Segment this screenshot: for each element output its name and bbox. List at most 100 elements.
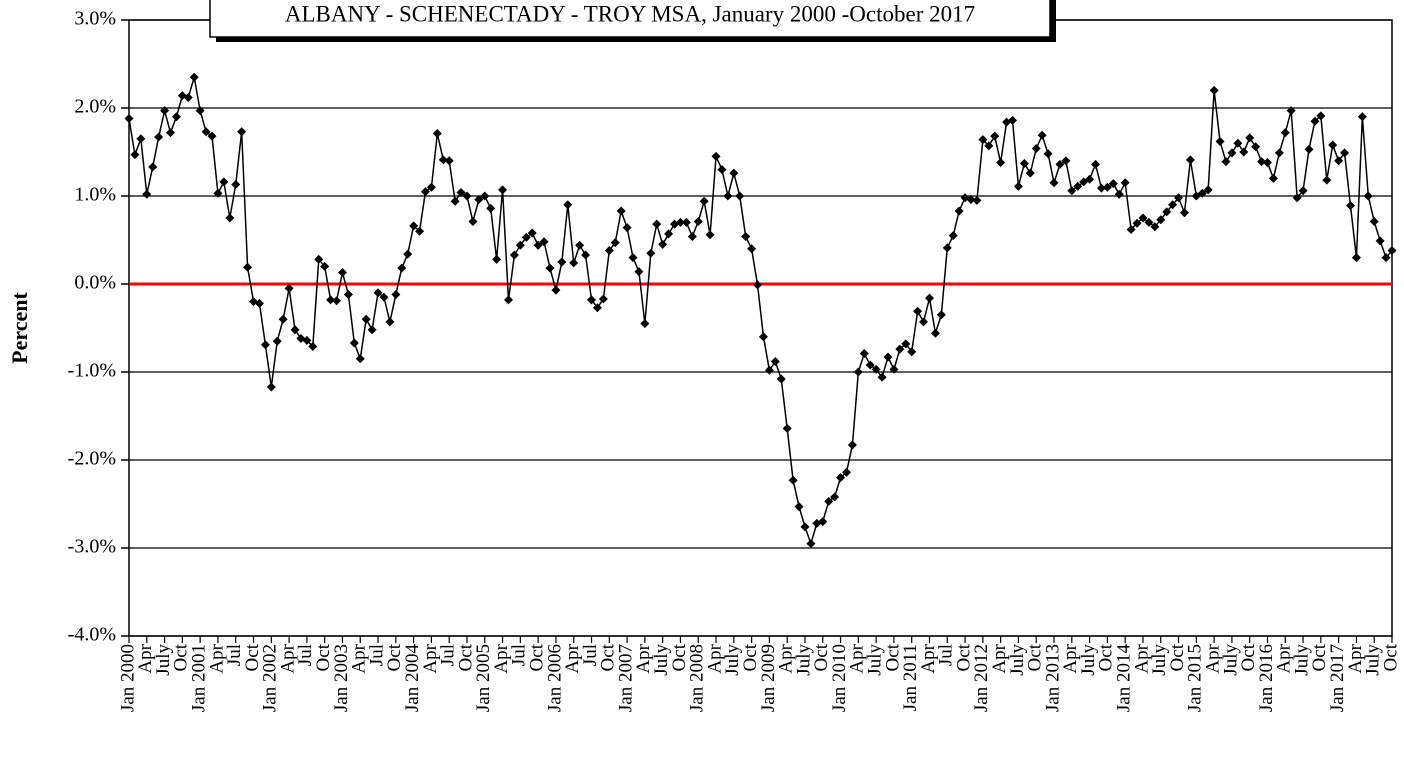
data-point: [1262, 158, 1272, 168]
data-point: [1025, 168, 1035, 178]
y-tick-label: 2.0%: [74, 96, 116, 118]
data-point: [1363, 191, 1373, 201]
data-point: [818, 517, 828, 527]
data-point: [213, 188, 223, 198]
x-tick-label: Jan 2016: [1256, 644, 1277, 712]
x-tick-label: Apr: [491, 643, 512, 673]
data-point: [1221, 157, 1231, 167]
data-point: [1351, 253, 1361, 263]
data-point: [646, 248, 656, 258]
data-point: [1114, 189, 1124, 199]
data-point: [1197, 188, 1207, 198]
data-point: [432, 129, 442, 139]
data-point: [681, 217, 691, 227]
data-point: [468, 217, 478, 227]
data-point: [830, 492, 840, 502]
x-tick-label: Jul: [224, 644, 245, 666]
x-tick-label: Apr: [847, 643, 868, 673]
data-point: [865, 360, 875, 370]
data-point: [1120, 178, 1130, 188]
data-point: [717, 165, 727, 175]
data-point: [747, 244, 757, 254]
data-point: [919, 317, 929, 327]
data-point: [1298, 186, 1308, 196]
data-point: [136, 134, 146, 144]
x-tick-label: Oct: [1096, 643, 1117, 671]
data-point: [978, 135, 988, 145]
data-point: [889, 364, 899, 374]
data-point: [1126, 224, 1136, 234]
chart-title: ALBANY - SCHENECTADY - TROY MSA, January…: [285, 1, 975, 26]
data-point: [326, 295, 336, 305]
data-point: [1345, 201, 1355, 211]
data-point: [984, 141, 994, 151]
x-tick-label: Jan 2011: [900, 644, 921, 711]
x-tick-label: July: [651, 644, 672, 676]
data-point: [237, 127, 247, 137]
data-point: [806, 539, 816, 549]
x-tick-label: Apr: [420, 643, 441, 673]
data-point: [729, 168, 739, 178]
x-tick-label: Jan 2009: [758, 644, 779, 712]
data-point: [758, 332, 768, 342]
data-point: [972, 195, 982, 205]
data-point: [498, 185, 508, 195]
x-tick-label: July: [1007, 644, 1028, 676]
data-point: [462, 191, 472, 201]
data-point: [634, 267, 644, 277]
data-point: [385, 317, 395, 327]
x-tick-label: Jan 2006: [544, 644, 565, 712]
x-tick-label: Apr: [1131, 643, 1152, 673]
data-point: [1037, 130, 1047, 140]
x-tick-label: Jan 2014: [1114, 644, 1135, 713]
data-point: [166, 128, 176, 138]
data-point: [337, 268, 347, 278]
title-box: [209, 0, 1051, 38]
data-point: [1375, 236, 1385, 246]
x-tick-label: Oct: [669, 643, 690, 671]
data-point: [1185, 155, 1195, 165]
data-point: [349, 338, 359, 348]
data-point: [1067, 186, 1077, 196]
data-point: [225, 213, 235, 223]
x-tick-label: Apr: [1060, 643, 1081, 673]
data-point: [794, 502, 804, 512]
x-tick-label: Oct: [811, 643, 832, 671]
data-point: [438, 155, 448, 165]
data-point: [1209, 85, 1219, 95]
data-point: [782, 423, 792, 433]
data-point: [954, 206, 964, 216]
y-tick-label: -1.0%: [68, 360, 116, 382]
data-point: [456, 187, 466, 197]
data-point: [610, 238, 620, 248]
data-point: [764, 365, 774, 375]
data-point: [503, 295, 513, 305]
data-point: [788, 475, 798, 485]
x-tick-label: Apr: [349, 643, 370, 673]
data-point: [913, 306, 923, 316]
x-tick-label: Apr: [989, 643, 1010, 673]
data-point: [361, 314, 371, 324]
data-point: [1322, 175, 1332, 185]
x-tick-label: Apr: [277, 643, 298, 673]
data-point: [266, 382, 276, 392]
data-point: [575, 240, 585, 250]
data-point: [254, 298, 264, 308]
data-point: [1102, 182, 1112, 192]
data-point: [480, 191, 490, 201]
data-point: [836, 473, 846, 483]
x-tick-label: July: [722, 644, 743, 676]
x-tick-label: July: [793, 644, 814, 676]
y-tick-label: -4.0%: [68, 624, 116, 646]
data-point: [474, 195, 484, 205]
data-point: [367, 325, 377, 335]
data-point: [622, 223, 632, 233]
data-point: [1316, 111, 1326, 121]
x-tick-label: July: [864, 644, 885, 676]
x-tick-label: Apr: [206, 643, 227, 673]
data-point: [515, 240, 525, 250]
x-tick-label: Oct: [527, 643, 548, 671]
data-point: [1239, 147, 1249, 157]
data-point: [1144, 217, 1154, 227]
data-point: [509, 250, 519, 260]
